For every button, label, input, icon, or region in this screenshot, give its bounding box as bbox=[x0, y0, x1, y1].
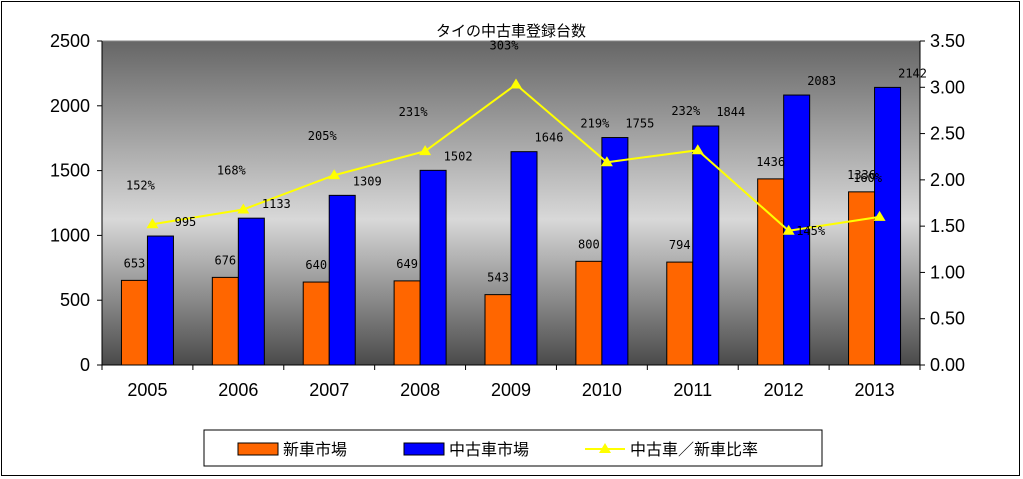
x-tick-label: 2005 bbox=[127, 380, 167, 400]
ratio-marker bbox=[510, 78, 522, 89]
y-right-tick-label: 3.50 bbox=[930, 31, 965, 51]
y-left-tick-label: 2500 bbox=[50, 31, 90, 51]
data-label-used-market: 1309 bbox=[353, 174, 382, 188]
data-label-new-market: 800 bbox=[578, 237, 600, 251]
legend-swatch-new bbox=[237, 442, 279, 456]
y-left-tick-label: 0 bbox=[80, 355, 90, 375]
data-label-used-market: 1502 bbox=[444, 149, 473, 163]
y-right-tick-label: 3.00 bbox=[930, 77, 965, 97]
x-tick-label: 2008 bbox=[400, 380, 440, 400]
ratio-marker bbox=[873, 210, 886, 221]
chart-title: タイの中古車登録台数 bbox=[436, 22, 586, 40]
legend-swatch-ratio-marker bbox=[599, 443, 611, 453]
ratio-marker bbox=[237, 203, 250, 214]
data-label-ratio: 168% bbox=[217, 163, 247, 177]
bar-used-market bbox=[237, 217, 265, 366]
y-right-tick-label: 0.00 bbox=[930, 355, 965, 375]
data-label-new-market: 640 bbox=[305, 258, 327, 272]
data-label-ratio: 232% bbox=[671, 104, 701, 118]
y-left-tick-label: 1000 bbox=[50, 225, 90, 245]
data-label-used-market: 2142 bbox=[898, 66, 927, 80]
x-tick-label: 2009 bbox=[491, 380, 531, 400]
bar-used-market bbox=[419, 169, 447, 366]
data-label-new-market: 676 bbox=[214, 253, 236, 267]
ratio-marker bbox=[600, 156, 613, 167]
y-right-tick-label: 2.50 bbox=[930, 124, 965, 144]
data-label-used-market: 995 bbox=[175, 215, 197, 229]
ratio-marker bbox=[328, 169, 341, 180]
y-right-tick-label: 0.50 bbox=[930, 309, 965, 329]
data-label-used-market: 1844 bbox=[716, 105, 745, 119]
data-label-ratio: 303% bbox=[490, 39, 520, 53]
data-label-new-market: 543 bbox=[487, 271, 509, 285]
bar-new-market bbox=[302, 281, 330, 366]
y-right-tick-label: 2.00 bbox=[930, 170, 965, 190]
legend-label-ratio: 中古車／新車比率 bbox=[630, 440, 758, 459]
x-tick-label: 2010 bbox=[582, 380, 622, 400]
legend-label-new: 新車市場 bbox=[283, 440, 347, 459]
ratio-marker bbox=[782, 224, 795, 235]
y-right-tick-label: 1.00 bbox=[930, 262, 965, 282]
data-label-ratio: 231% bbox=[399, 105, 429, 119]
bar-used-market bbox=[510, 151, 538, 366]
bar-new-market bbox=[575, 260, 603, 366]
y-left-tick-label: 500 bbox=[60, 290, 90, 310]
data-label-new-market: 794 bbox=[669, 238, 691, 252]
y-right-tick-label: 1.50 bbox=[930, 216, 965, 236]
data-label-ratio: 145% bbox=[796, 224, 826, 238]
data-label-ratio: 152% bbox=[126, 178, 156, 192]
data-label-new-market: 653 bbox=[124, 256, 146, 270]
ratio-marker bbox=[691, 144, 704, 155]
bar-used-market bbox=[328, 194, 356, 366]
data-label-used-market: 1646 bbox=[535, 131, 564, 145]
data-label-new-market: 1336 bbox=[847, 168, 876, 182]
data-label-used-market: 1133 bbox=[262, 197, 291, 211]
ratio-line-group bbox=[146, 78, 886, 235]
y-left-tick-label: 2000 bbox=[50, 96, 90, 116]
data-label-new-market: 649 bbox=[396, 257, 418, 271]
ratio-marker bbox=[419, 145, 432, 156]
bar-new-market bbox=[757, 178, 785, 366]
x-tick-label: 2013 bbox=[855, 380, 895, 400]
bar-used-market bbox=[601, 137, 629, 366]
data-label-ratio: 160% bbox=[853, 171, 883, 185]
x-tick-label: 2006 bbox=[218, 380, 258, 400]
data-label-used-market: 2083 bbox=[807, 74, 836, 88]
bar-used-market bbox=[692, 125, 720, 366]
legend-swatch-used bbox=[403, 442, 445, 456]
y-left-tick-label: 1500 bbox=[50, 161, 90, 181]
bar-used-market bbox=[146, 235, 174, 366]
data-label-ratio: 205% bbox=[308, 129, 338, 143]
data-label-used-market: 1755 bbox=[625, 117, 654, 131]
x-tick-label: 2007 bbox=[309, 380, 349, 400]
bar-new-market bbox=[484, 294, 512, 366]
legend-label-used: 中古車市場 bbox=[449, 440, 529, 459]
legend: 新車市場 中古車市場 中古車／新車比率 bbox=[203, 429, 823, 467]
data-labels-group: 653 995 676 1133 640 1309 649 1502 543 1646 800 175… bbox=[124, 39, 927, 285]
bar-new-market bbox=[393, 280, 421, 366]
bar-new-market bbox=[120, 279, 148, 366]
ratio-marker bbox=[146, 218, 159, 229]
x-tick-label: 2011 bbox=[673, 380, 712, 400]
data-label-ratio: 219% bbox=[580, 116, 610, 130]
bar-new-market bbox=[666, 261, 694, 366]
data-label-new-market: 1436 bbox=[756, 155, 785, 169]
x-tick-label: 2012 bbox=[764, 380, 804, 400]
bar-used-market bbox=[874, 86, 902, 366]
bar-new-market bbox=[211, 276, 239, 366]
legend-box bbox=[203, 429, 823, 467]
